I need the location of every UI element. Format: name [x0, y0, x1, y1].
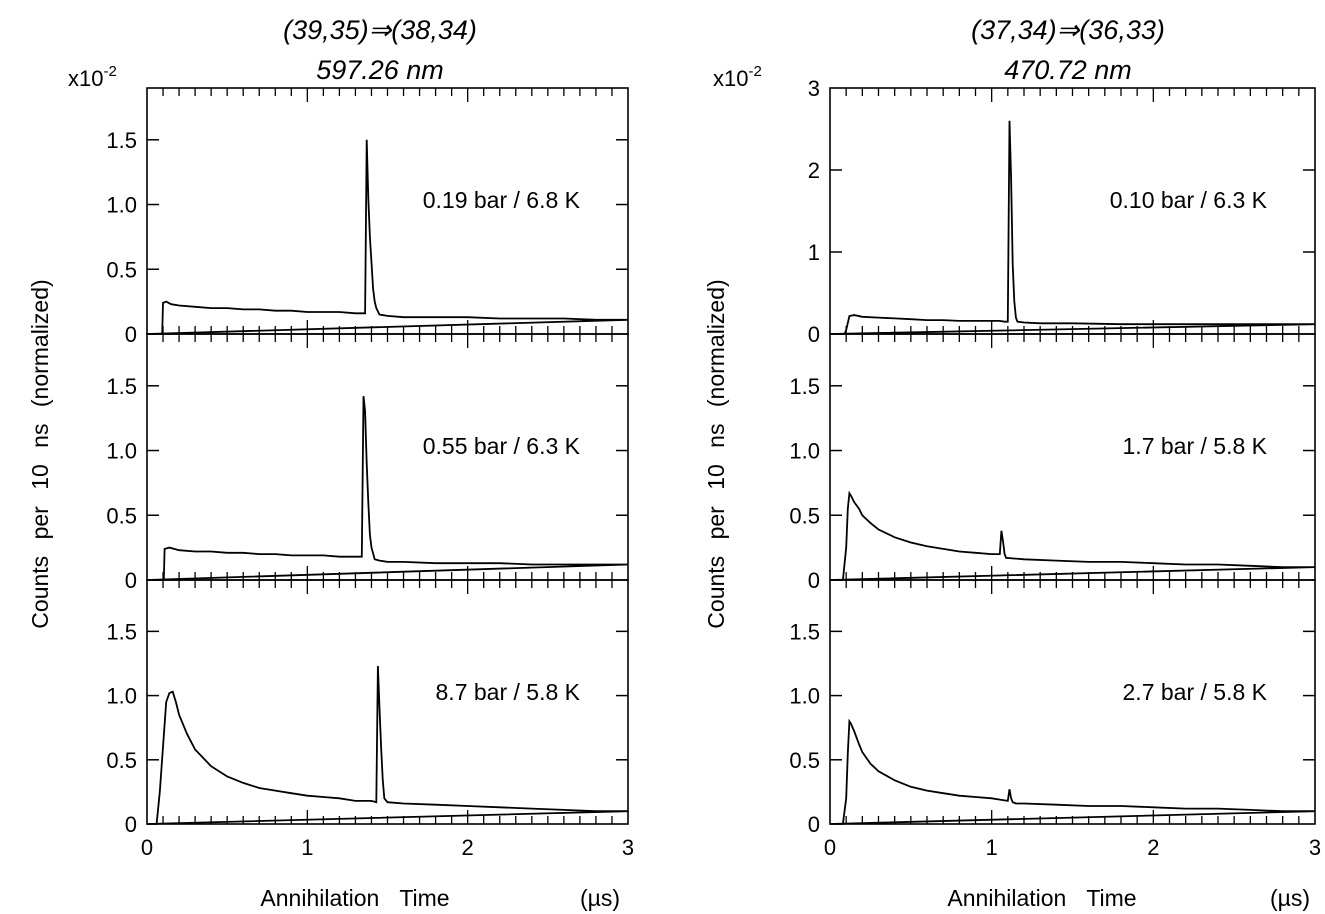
x-tick-label: 0 [141, 835, 153, 860]
x-tick-label: 0 [824, 835, 836, 860]
y-tick-label: 1 [808, 240, 820, 265]
x-tick-label: 2 [462, 835, 474, 860]
chart-right: (37,34)⇒(36,33) 470.72 nm x10-2 Counts p… [703, 15, 1321, 911]
y-tick-label: 0.5 [106, 503, 137, 528]
y-multiplier-base: x10 [68, 66, 103, 91]
y-tick-label: 1.0 [789, 684, 820, 709]
y-multiplier: x10-2 [68, 63, 117, 91]
y-tick-label: 2 [808, 158, 820, 183]
chart-title: (39,35)⇒(38,34) [283, 15, 477, 45]
y-tick-label: 0.5 [106, 748, 137, 773]
panel-1: 0 1 2 3 0.10 bar / 6.3 K [808, 76, 1316, 347]
x-axis-label: Annihilation Time [260, 885, 449, 911]
panel-annotation: 0.55 bar / 6.3 K [423, 433, 581, 459]
y-multiplier: x10-2 [713, 63, 762, 91]
x-axis-unit: (µs) [580, 885, 620, 911]
x-axis-label: Annihilation Time [947, 885, 1136, 911]
y-axis-label: Counts per 10 ns (normalized) [27, 279, 53, 628]
panel-annotation: 1.7 bar / 5.8 K [1123, 433, 1268, 459]
panel-2: 0 0.5 1.0 1.5 0.55 bar / 6.3 K [106, 333, 629, 593]
y-tick-label: 0 [125, 812, 137, 837]
series-line [829, 120, 1316, 335]
x-tick-label: 1 [986, 835, 998, 860]
y-tick-label: 0 [808, 812, 820, 837]
y-tick-label: 1.0 [789, 439, 820, 464]
y-tick-label: 1.0 [106, 193, 137, 218]
series-line [146, 665, 629, 825]
y-tick-label: 0 [808, 322, 820, 347]
series-line [146, 139, 629, 335]
y-tick-label: 1.0 [106, 684, 137, 709]
y-tick-label: 3 [808, 76, 820, 101]
panel-1: 0 0.5 1.0 1.5 0.19 bar / 6.8 K [106, 87, 629, 347]
series-line [146, 396, 629, 581]
y-tick-label: 0.5 [789, 503, 820, 528]
y-axis-label: Counts per 10 ns (normalized) [703, 279, 729, 628]
y-tick-label: 0 [808, 568, 820, 593]
y-tick-label: 1.5 [106, 128, 137, 153]
y-tick-label: 1.5 [789, 374, 820, 399]
x-tick-label: 3 [1309, 835, 1321, 860]
y-tick-label: 1.0 [106, 439, 137, 464]
x-axis-unit: (µs) [1270, 885, 1310, 911]
panel-annotation: 8.7 bar / 5.8 K [436, 679, 581, 705]
panel-3: 0 0.5 1.0 1.5 8.7 bar / 5.8 K [106, 579, 629, 837]
y-tick-label: 0.5 [789, 748, 820, 773]
y-tick-label: 0 [125, 322, 137, 347]
y-tick-label: 0.5 [106, 257, 137, 282]
panel-2: 0 0.5 1.0 1.5 1.7 bar / 5.8 K [789, 333, 1316, 593]
series-line [829, 490, 1316, 581]
panel-annotation: 0.19 bar / 6.8 K [423, 187, 581, 213]
x-tick-label: 2 [1147, 835, 1159, 860]
chart-subtitle: 597.26 nm [316, 55, 444, 85]
y-tick-label: 1.5 [106, 619, 137, 644]
y-tick-label: 1.5 [106, 374, 137, 399]
series-line [829, 718, 1316, 825]
panel-3: 0 0.5 1.0 1.5 2.7 bar / 5.8 K [789, 579, 1316, 837]
chart-subtitle: 470.72 nm [1004, 55, 1132, 85]
y-multiplier-exp: -2 [103, 63, 116, 80]
y-tick-label: 0 [125, 568, 137, 593]
x-tick-label: 3 [622, 835, 634, 860]
chart-title: (37,34)⇒(36,33) [971, 15, 1165, 45]
chart-left: (39,35)⇒(38,34) 597.26 nm x10-2 Counts p… [27, 15, 634, 911]
panel-annotation: 2.7 bar / 5.8 K [1123, 679, 1268, 705]
y-multiplier-exp: -2 [748, 63, 761, 80]
panel-annotation: 0.10 bar / 6.3 K [1110, 187, 1268, 213]
y-multiplier-base: x10 [713, 66, 748, 91]
y-tick-label: 1.5 [789, 619, 820, 644]
x-tick-label: 1 [301, 835, 313, 860]
